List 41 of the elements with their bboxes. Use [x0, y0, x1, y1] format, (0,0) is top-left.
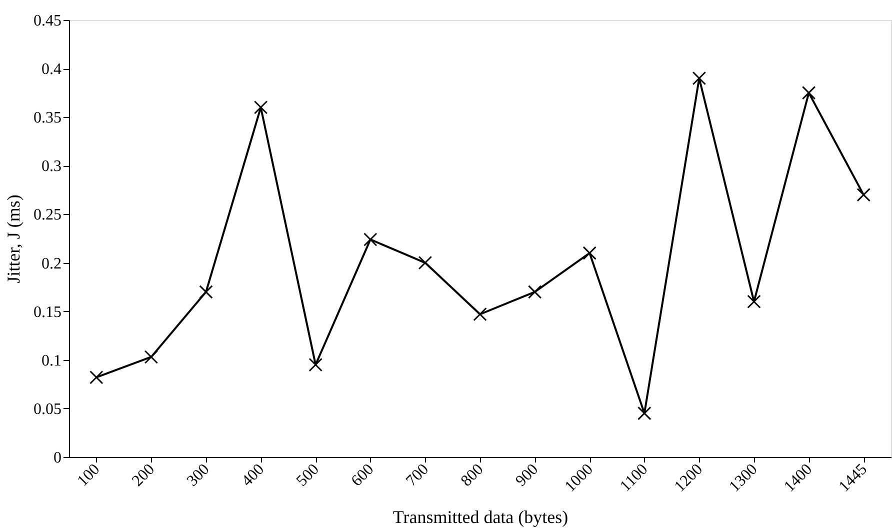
- x-tick-label: 1100: [617, 460, 652, 496]
- x-tick-label: 1000: [562, 460, 596, 496]
- x-axis-title: Transmitted data (bytes): [392, 506, 568, 527]
- y-axis-title: Jitter, J (ms): [4, 194, 24, 284]
- x-tick-label: 600: [348, 460, 378, 490]
- point: [90, 370, 104, 384]
- x-tick-label: 200: [129, 460, 158, 490]
- x-tick-label: 800: [458, 460, 487, 490]
- y-tick-label: 0.4: [42, 61, 62, 78]
- y-tick-label: 0.3: [42, 158, 62, 176]
- point: [528, 285, 542, 299]
- point: [856, 188, 870, 202]
- point: [364, 232, 378, 246]
- point: [638, 406, 652, 420]
- point: [144, 350, 158, 364]
- y-tick-label: 0.05: [34, 400, 62, 418]
- point: [308, 358, 322, 372]
- x-tick-label: 100: [74, 460, 104, 490]
- x-tick-label: 700: [403, 460, 432, 490]
- x-tick-label: 400: [238, 460, 268, 490]
- y-tick-label: 0: [54, 450, 62, 466]
- x-tick-label: 300: [184, 460, 213, 490]
- x-tick-label: 1200: [671, 460, 706, 496]
- x-tick-label: 500: [293, 460, 322, 490]
- point: [473, 307, 487, 322]
- point: [254, 100, 268, 114]
- x-tick-label: 1400: [781, 460, 816, 496]
- point: [199, 285, 213, 299]
- y-tick-label: 0.15: [34, 304, 62, 321]
- y-tick-label: 0.2: [42, 255, 62, 272]
- point: [582, 246, 596, 260]
- point: [692, 71, 706, 86]
- point: [747, 294, 761, 308]
- y-tick-label: 0.25: [34, 206, 62, 224]
- y-tick-label: 0.45: [34, 12, 62, 30]
- y-tick-label: 0.35: [34, 110, 62, 127]
- x-tick-label: 1300: [726, 460, 761, 496]
- y-tick-label: 0.1: [42, 352, 62, 370]
- point: [802, 86, 816, 100]
- x-tick-label: 900: [512, 460, 542, 490]
- point: [418, 256, 432, 270]
